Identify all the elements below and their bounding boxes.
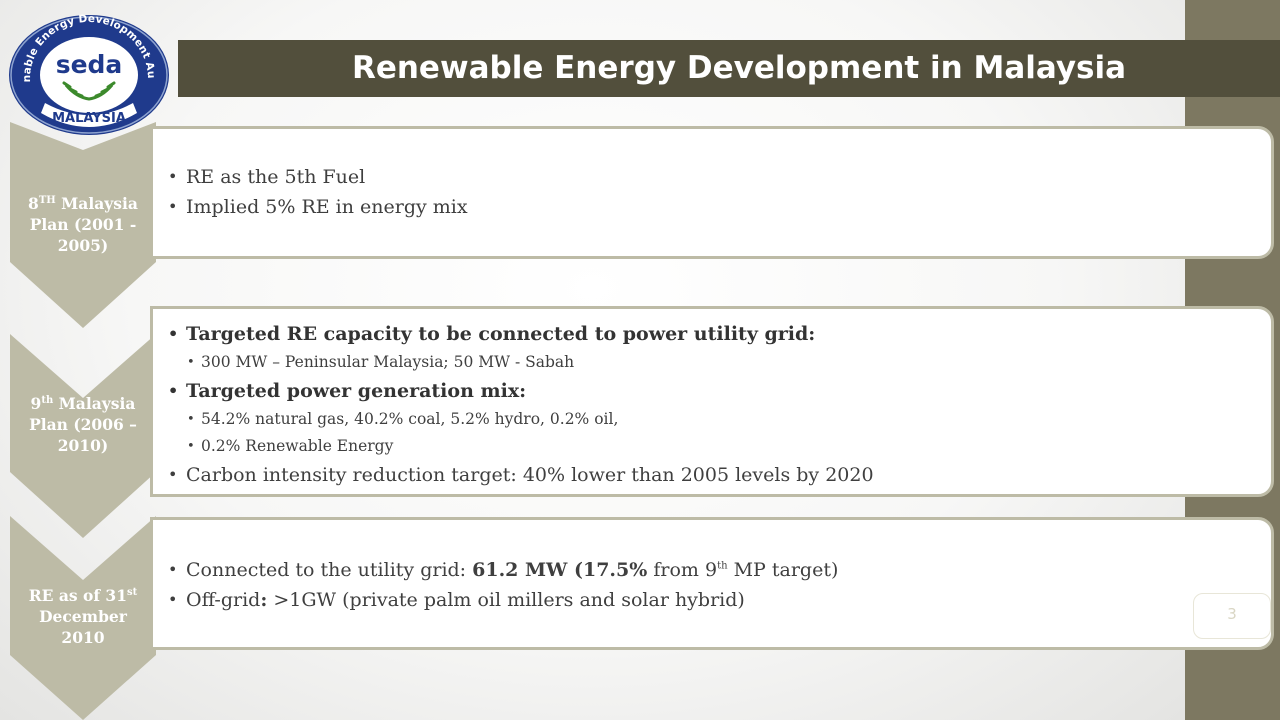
chevron-phase-2	[10, 334, 156, 538]
phase-1-box: RE as the 5th Fuel Implied 5% RE in ener…	[150, 126, 1274, 259]
bullet-item: Targeted RE capacity to be connected to …	[153, 319, 1271, 349]
timeline-chevrons	[10, 122, 156, 720]
bullet-item: Carbon intensity reduction target: 40% l…	[153, 460, 1271, 490]
chevron-label-phase-3: RE as of 31st December 2010	[28, 586, 138, 647]
bullet-item: RE as the 5th Fuel	[153, 162, 1271, 192]
logo-word: seda	[56, 50, 123, 79]
sub-bullet-item: 300 MW – Peninsular Malaysia; 50 MW - Sa…	[153, 349, 1271, 376]
chevron-phase-1	[10, 122, 156, 328]
chevron-label-phase-1: 8TH Malaysia Plan (2001 - 2005)	[28, 194, 138, 255]
bullet-item: Implied 5% RE in energy mix	[153, 192, 1271, 222]
bullet-item-offgrid: Off-grid: >1GW (private palm oil millers…	[153, 585, 1271, 615]
logo-country: MALAYSIA	[52, 111, 126, 126]
chevron-label-phase-2: 9th Malaysia Plan (2006 – 2010)	[29, 394, 137, 455]
chevron-phase-3	[10, 516, 156, 720]
sub-bullet-item: 0.2% Renewable Energy	[153, 433, 1271, 460]
sub-bullet-item: 54.2% natural gas, 40.2% coal, 5.2% hydr…	[153, 406, 1271, 433]
phase-2-box: Targeted RE capacity to be connected to …	[150, 306, 1274, 497]
slide-title: Renewable Energy Development in Malaysia	[351, 50, 1127, 86]
page-number: 3	[1193, 593, 1271, 639]
bullet-item: Targeted power generation mix:	[153, 376, 1271, 406]
bullet-item-grid: Connected to the utility grid: 61.2 MW (…	[153, 555, 1271, 585]
phase-3-box: Connected to the utility grid: 61.2 MW (…	[150, 517, 1274, 650]
title-bar: Renewable Energy Development in Malaysia	[178, 40, 1280, 97]
seda-logo: Sustainable Energy Development Authority…	[6, 13, 169, 135]
